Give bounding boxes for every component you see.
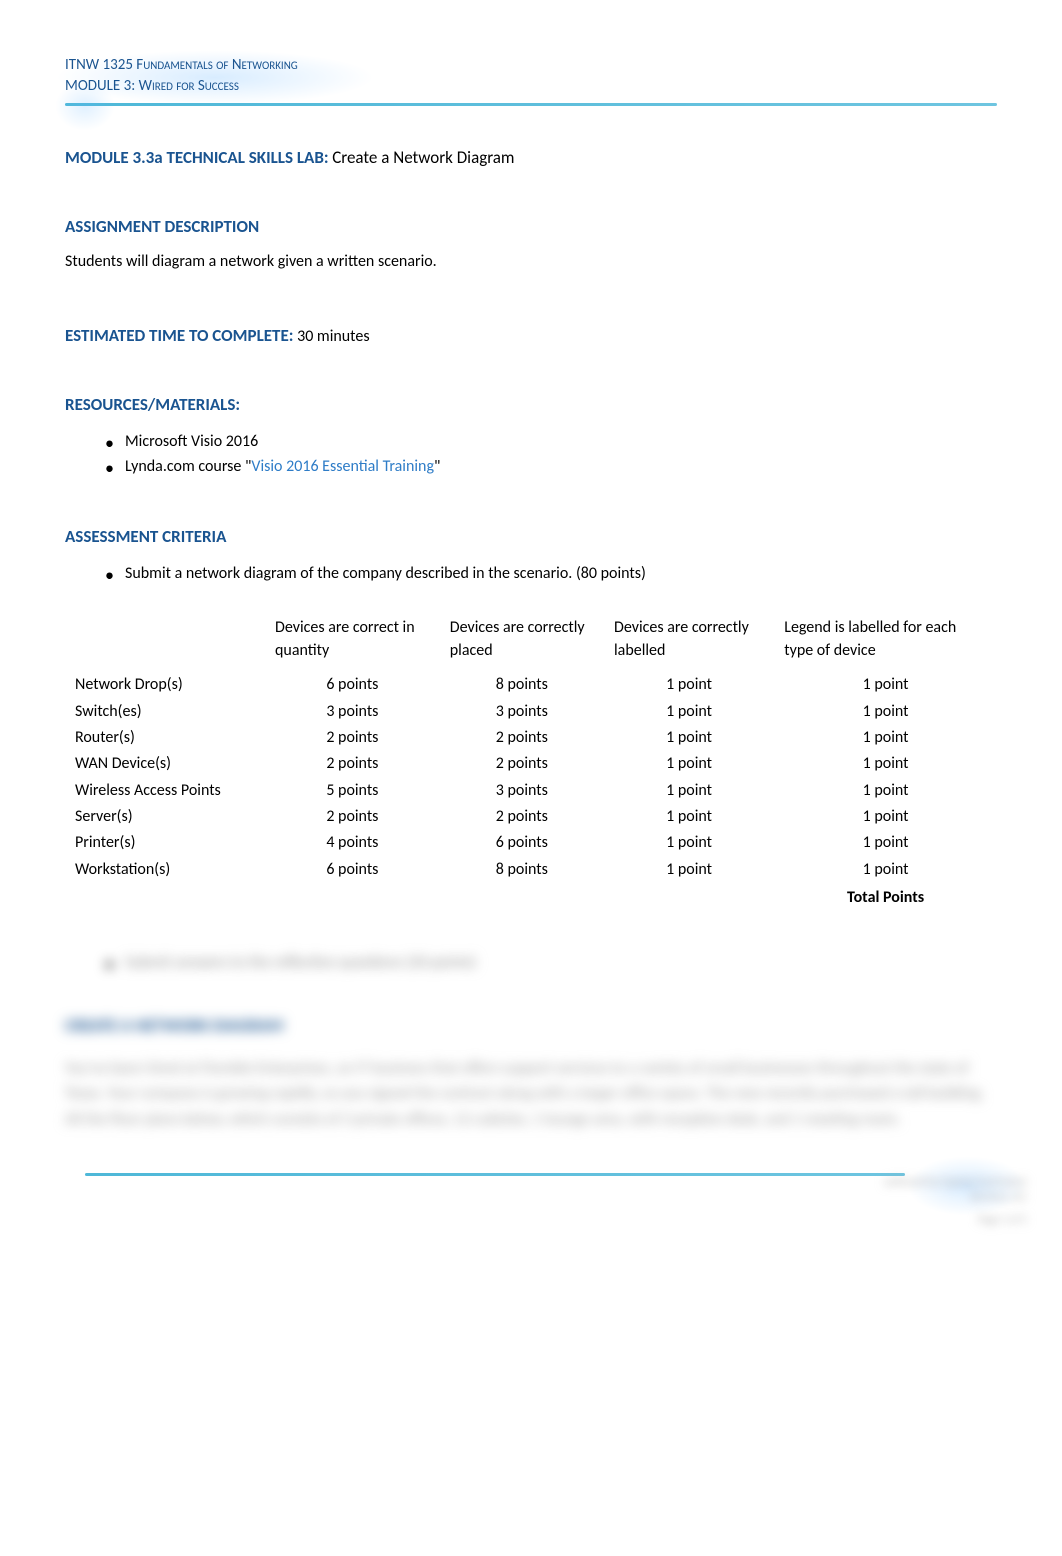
table-cell-value: 1 point — [604, 857, 774, 883]
criteria-section: ASSESSMENT CRITERIA Submit a network dia… — [65, 525, 997, 586]
table-row: Printer(s)4 points6 points1 point1 point — [65, 830, 997, 856]
resources-list: Microsoft Visio 2016 Lynda.com course "V… — [65, 429, 997, 480]
table-cell-label: Switch(es) — [65, 699, 265, 725]
table-cell-empty — [65, 883, 265, 911]
table-header-row: Devices are correct in quantity Devices … — [65, 611, 997, 672]
resources-section: RESOURCES/MATERIALS: Microsoft Visio 201… — [65, 393, 997, 480]
resource-item: Lynda.com course "Visio 2016 Essential T… — [105, 454, 997, 480]
table-cell-label: WAN Device(s) — [65, 751, 265, 777]
table-cell-value: 1 point — [774, 725, 997, 751]
table-cell-label: Router(s) — [65, 725, 265, 751]
resource-link[interactable]: Visio 2016 Essential Training — [251, 457, 434, 476]
table-cell-label: Server(s) — [65, 804, 265, 830]
footer-attribution: authored by Cypress Curriculum Services,… — [877, 1174, 1027, 1205]
course-code-title: ITNW 1325 Fundamentals of Networking — [65, 55, 997, 76]
table-cell-value: 1 point — [774, 804, 997, 830]
footer-glow-decoration: authored by Cypress Curriculum Services,… — [877, 1166, 1027, 1216]
blurred-bullet-list: Submit answers to the reflection questio… — [65, 952, 997, 974]
table-cell-value: 1 point — [604, 778, 774, 804]
table-cell-value: 4 points — [265, 830, 440, 856]
criteria-list: Submit a network diagram of the company … — [65, 561, 997, 587]
table-cell-value: 1 point — [774, 778, 997, 804]
table-header-empty — [65, 611, 265, 672]
table-cell-value: 1 point — [774, 751, 997, 777]
table-cell-label: Wireless Access Points — [65, 778, 265, 804]
blurred-bullet-item: Submit answers to the reflection questio… — [105, 952, 997, 974]
table-cell-value: 2 points — [265, 751, 440, 777]
table-cell-value: 1 point — [604, 751, 774, 777]
table-cell-empty — [440, 883, 604, 911]
resource-item: Microsoft Visio 2016 — [105, 429, 997, 455]
table-cell-value: 1 point — [774, 672, 997, 698]
table-cell-value: 8 points — [440, 672, 604, 698]
table-row: Server(s)2 points2 points1 point1 point — [65, 804, 997, 830]
table-cell-value: 3 points — [440, 699, 604, 725]
blurred-content-section: Submit answers to the reflection questio… — [65, 952, 997, 974]
table-cell-value: 6 points — [265, 857, 440, 883]
document-header: ITNW 1325 Fundamentals of Networking MOD… — [65, 55, 997, 106]
table-cell-value: 1 point — [604, 804, 774, 830]
table-cell-value: 1 point — [604, 672, 774, 698]
table-cell-value: 6 points — [440, 830, 604, 856]
table-cell-value: 1 point — [604, 699, 774, 725]
table-cell-value: 2 points — [440, 725, 604, 751]
assignment-heading: ASSIGNMENT DESCRIPTION — [65, 215, 997, 239]
table-total-label: Total Points — [774, 883, 997, 911]
rubric-table: Devices are correct in quantity Devices … — [65, 611, 997, 911]
time-value: 30 minutes — [297, 327, 370, 346]
table-row: Network Drop(s)6 points8 points1 point1 … — [65, 672, 997, 698]
table-cell-value: 2 points — [265, 725, 440, 751]
blurred-paragraph: You've been hired at Fiemble Enterprises… — [65, 1056, 997, 1133]
table-cell-value: 6 points — [265, 672, 440, 698]
table-cell-value: 2 points — [440, 804, 604, 830]
table-header: Devices are correctly labelled — [604, 611, 774, 672]
table-cell-value: 1 point — [604, 830, 774, 856]
table-cell-value: 2 points — [265, 804, 440, 830]
blurred-section-heading: CREATE A NETWORK DIAGRAM — [65, 1014, 997, 1038]
table-cell-label: Network Drop(s) — [65, 672, 265, 698]
time-section: ESTIMATED TIME TO COMPLETE: 30 minutes — [65, 324, 997, 348]
table-row: Wireless Access Points5 points3 points1 … — [65, 778, 997, 804]
table-cell-empty — [604, 883, 774, 911]
table-row: WAN Device(s)2 points2 points1 point1 po… — [65, 751, 997, 777]
criteria-heading: ASSESSMENT CRITERIA — [65, 525, 997, 549]
table-cell-value: 2 points — [440, 751, 604, 777]
table-header: Devices are correct in quantity — [265, 611, 440, 672]
table-cell-value: 3 points — [440, 778, 604, 804]
resources-heading: RESOURCES/MATERIALS: — [65, 393, 997, 417]
table-total-row: Total Points — [65, 883, 997, 911]
module-lab-label: MODULE 3.3a TECHNICAL SKILLS LAB: — [65, 147, 329, 168]
table-row: Workstation(s)6 points8 points1 point1 p… — [65, 857, 997, 883]
footer-divider — [85, 1173, 905, 1176]
header-divider — [65, 103, 997, 106]
rubric-table-container: Devices are correct in quantity Devices … — [65, 611, 997, 911]
table-cell-value: 1 point — [774, 830, 997, 856]
table-cell-empty — [265, 883, 440, 911]
footer-page-number: Page 1 of 5 — [877, 1212, 1027, 1227]
table-cell-value: 8 points — [440, 857, 604, 883]
table-cell-label: Printer(s) — [65, 830, 265, 856]
module-subtitle: MODULE 3: Wired for Success — [65, 76, 997, 97]
table-cell-value: 3 points — [265, 699, 440, 725]
table-cell-value: 5 points — [265, 778, 440, 804]
table-header: Devices are correctly placed — [440, 611, 604, 672]
table-cell-label: Workstation(s) — [65, 857, 265, 883]
table-header: Legend is labelled for each type of devi… — [774, 611, 997, 672]
assignment-description-section: ASSIGNMENT DESCRIPTION Students will dia… — [65, 215, 997, 273]
time-label: ESTIMATED TIME TO COMPLETE: — [65, 325, 293, 346]
document-footer: authored by Cypress Curriculum Services,… — [65, 1173, 997, 1216]
table-cell-value: 1 point — [774, 857, 997, 883]
assignment-text: Students will diagram a network given a … — [65, 251, 997, 273]
table-row: Switch(es)3 points3 points1 point1 point — [65, 699, 997, 725]
module-lab-title: Create a Network Diagram — [332, 147, 514, 168]
module-title-section: MODULE 3.3a TECHNICAL SKILLS LAB: Create… — [65, 146, 997, 170]
table-cell-value: 1 point — [774, 699, 997, 725]
table-row: Router(s)2 points2 points1 point1 point — [65, 725, 997, 751]
criteria-bullet: Submit a network diagram of the company … — [105, 561, 997, 587]
table-cell-value: 1 point — [604, 725, 774, 751]
